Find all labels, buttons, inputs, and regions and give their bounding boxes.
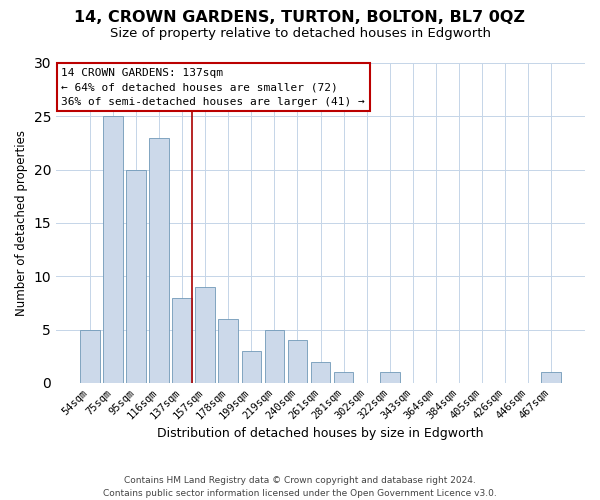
Bar [380,372,400,383]
X-axis label: Distribution of detached houses by size in Edgworth: Distribution of detached houses by size … [157,427,484,440]
Text: 14 CROWN GARDENS: 137sqm
← 64% of detached houses are smaller (72)
36% of semi-d: 14 CROWN GARDENS: 137sqm ← 64% of detach… [61,68,365,106]
Bar [80,330,100,383]
Bar [126,170,146,383]
Bar [334,372,353,383]
Y-axis label: Number of detached properties: Number of detached properties [15,130,28,316]
Text: 14, CROWN GARDENS, TURTON, BOLTON, BL7 0QZ: 14, CROWN GARDENS, TURTON, BOLTON, BL7 0… [74,10,526,25]
Text: Contains HM Land Registry data © Crown copyright and database right 2024.
Contai: Contains HM Land Registry data © Crown c… [103,476,497,498]
Bar [265,330,284,383]
Bar [541,372,561,383]
Bar [311,362,331,383]
Bar [103,116,123,383]
Bar [172,298,192,383]
Bar [196,287,215,383]
Bar [218,319,238,383]
Bar [242,351,261,383]
Bar [287,340,307,383]
Text: Size of property relative to detached houses in Edgworth: Size of property relative to detached ho… [110,28,491,40]
Bar [149,138,169,383]
